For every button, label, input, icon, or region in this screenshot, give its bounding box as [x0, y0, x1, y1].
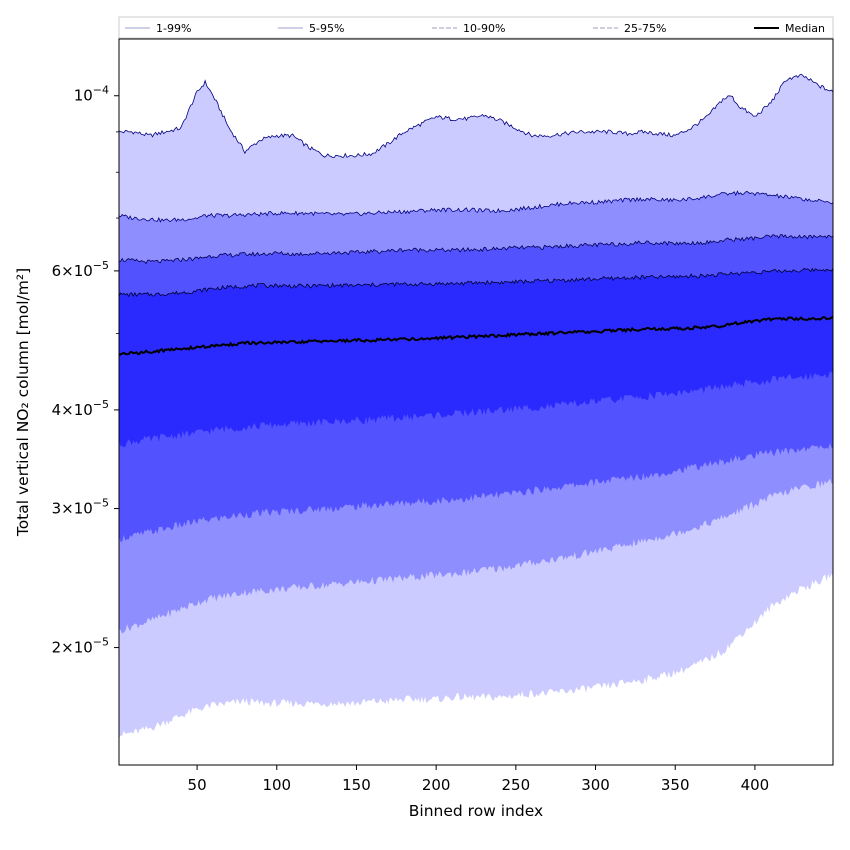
band-upper-edge-5-95 — [119, 190, 833, 223]
legend-label: 1-99% — [156, 22, 191, 35]
x-tick-label: 300 — [581, 776, 610, 794]
legend-box — [118, 16, 834, 39]
y-tick-label: 4×10−5 — [52, 398, 109, 419]
band-upper-edge-25-75 — [119, 267, 833, 298]
plot-area — [119, 74, 833, 739]
legend-label: 5-95% — [309, 22, 344, 35]
legend-label: Median — [785, 22, 825, 35]
x-tick-label: 250 — [502, 776, 531, 794]
x-axis: 50 100 150 200 250 300 350 400 — [188, 765, 770, 794]
band-upper-edge-1-99 — [119, 73, 833, 158]
band-25-75 — [119, 268, 833, 448]
y-axis-label: Total vertical NO₂ column [mol/m²] — [14, 268, 32, 537]
legend-label: 25-75% — [624, 22, 666, 35]
legend-label: 10-90% — [463, 22, 505, 35]
x-tick-label: 200 — [422, 776, 451, 794]
y-tick-label: 10−4 — [74, 84, 109, 105]
x-tick-label: 150 — [342, 776, 371, 794]
y-tick-label: 6×10−5 — [52, 259, 109, 280]
x-tick-label: 100 — [262, 776, 291, 794]
band-upper-edge-10-90 — [119, 234, 833, 265]
line-layer — [119, 73, 833, 356]
x-tick-label: 400 — [741, 776, 770, 794]
y-tick-label: 3×10−5 — [52, 497, 109, 518]
plot-frame — [118, 38, 834, 766]
x-tick-label: 50 — [188, 776, 207, 794]
y-tick-label: 2×10−5 — [52, 636, 109, 657]
y-axis: 10−4 6×10−5 4×10−5 3×10−5 2×10−5 — [52, 84, 119, 657]
x-axis-label: Binned row index — [409, 802, 543, 820]
legend: 1-99% 5-95% 10-90% 25-75% Median — [118, 16, 834, 39]
x-tick-label: 350 — [661, 776, 690, 794]
series-median — [119, 315, 833, 356]
